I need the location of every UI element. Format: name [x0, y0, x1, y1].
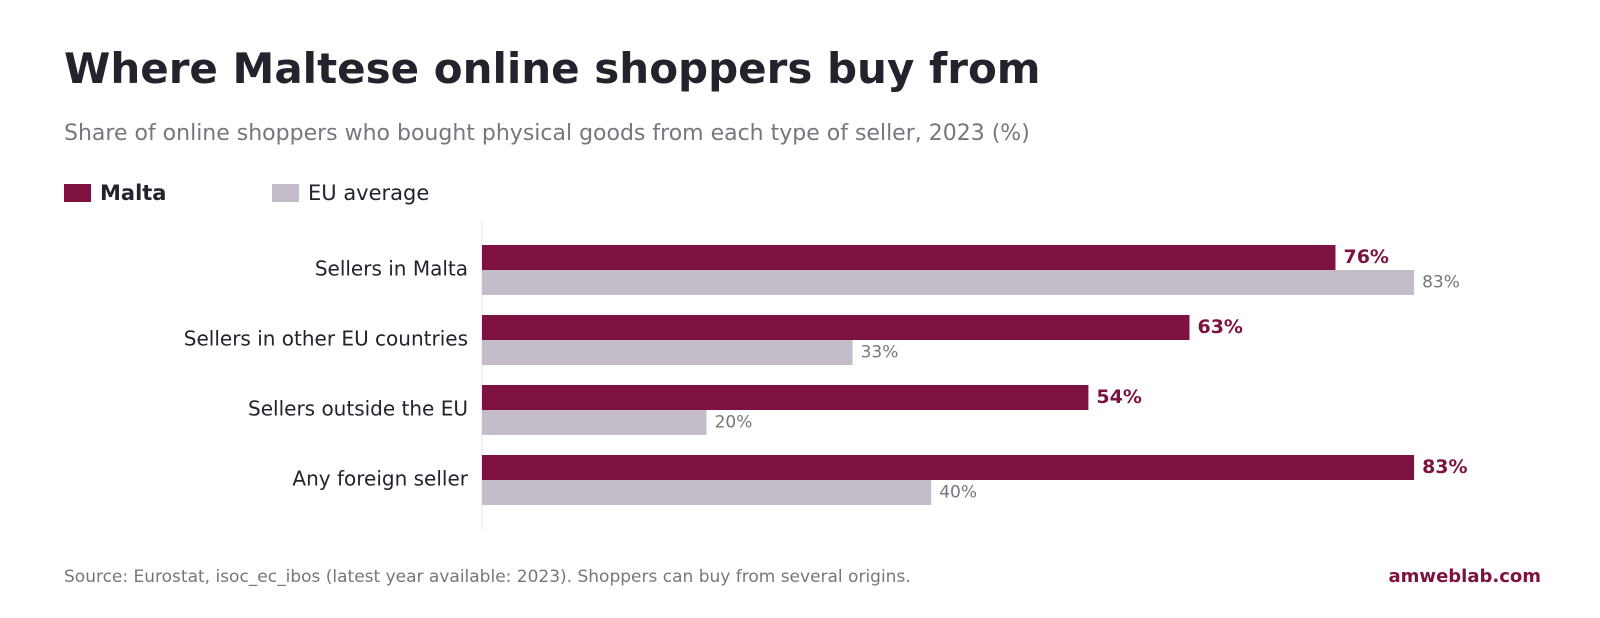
- bar-eu-average-sellers-in-malta: [482, 270, 1415, 295]
- bar-eu-average-sellers-outside-the-eu: [482, 410, 707, 435]
- bar-eu-average-sellers-in-other-eu-countries: [482, 340, 853, 365]
- legend-label-eu-average: EU average: [308, 181, 430, 205]
- category-label-sellers-outside-the-eu: Sellers outside the EU: [248, 397, 468, 421]
- category-label-any-foreign-seller: Any foreign seller: [292, 467, 468, 491]
- legend-swatch-malta: [64, 184, 91, 202]
- legend-item-malta: Malta: [64, 180, 166, 206]
- value-label-malta-sellers-outside-the-eu: 54%: [1096, 386, 1141, 408]
- value-label-eu-average-sellers-outside-the-eu: 20%: [715, 413, 753, 433]
- value-label-eu-average-sellers-in-other-eu-countries: 33%: [861, 343, 899, 363]
- source-note: Source: Eurostat, isoc_ec_ibos (latest y…: [64, 567, 911, 587]
- bar-malta-sellers-in-malta: [482, 245, 1336, 270]
- bar-malta-sellers-in-other-eu-countries: [482, 315, 1190, 340]
- bar-malta-sellers-outside-the-eu: [482, 385, 1089, 410]
- legend-swatch-eu-average: [272, 184, 299, 202]
- chart-subtitle: Share of online shoppers who bought phys…: [64, 121, 1030, 146]
- bar-malta-any-foreign-seller: [482, 455, 1415, 480]
- bar-eu-average-any-foreign-seller: [482, 480, 932, 505]
- value-label-malta-sellers-in-other-eu-countries: 63%: [1197, 316, 1242, 338]
- legend-label-malta: Malta: [100, 181, 167, 205]
- brand-link[interactable]: amweblab.com: [1388, 566, 1541, 587]
- value-label-eu-average-sellers-in-malta: 83%: [1422, 273, 1460, 293]
- legend-item-eu-average: EU average: [272, 180, 429, 206]
- value-label-eu-average-any-foreign-seller: 40%: [939, 483, 977, 503]
- value-label-malta-sellers-in-malta: 76%: [1343, 246, 1388, 268]
- chart-title: Where Maltese online shoppers buy from: [64, 44, 1041, 93]
- category-label-sellers-in-other-eu-countries: Sellers in other EU countries: [184, 327, 468, 351]
- legend: Malta EU average: [64, 180, 664, 206]
- category-label-sellers-in-malta: Sellers in Malta: [315, 257, 468, 281]
- value-label-malta-any-foreign-seller: 83%: [1422, 456, 1467, 478]
